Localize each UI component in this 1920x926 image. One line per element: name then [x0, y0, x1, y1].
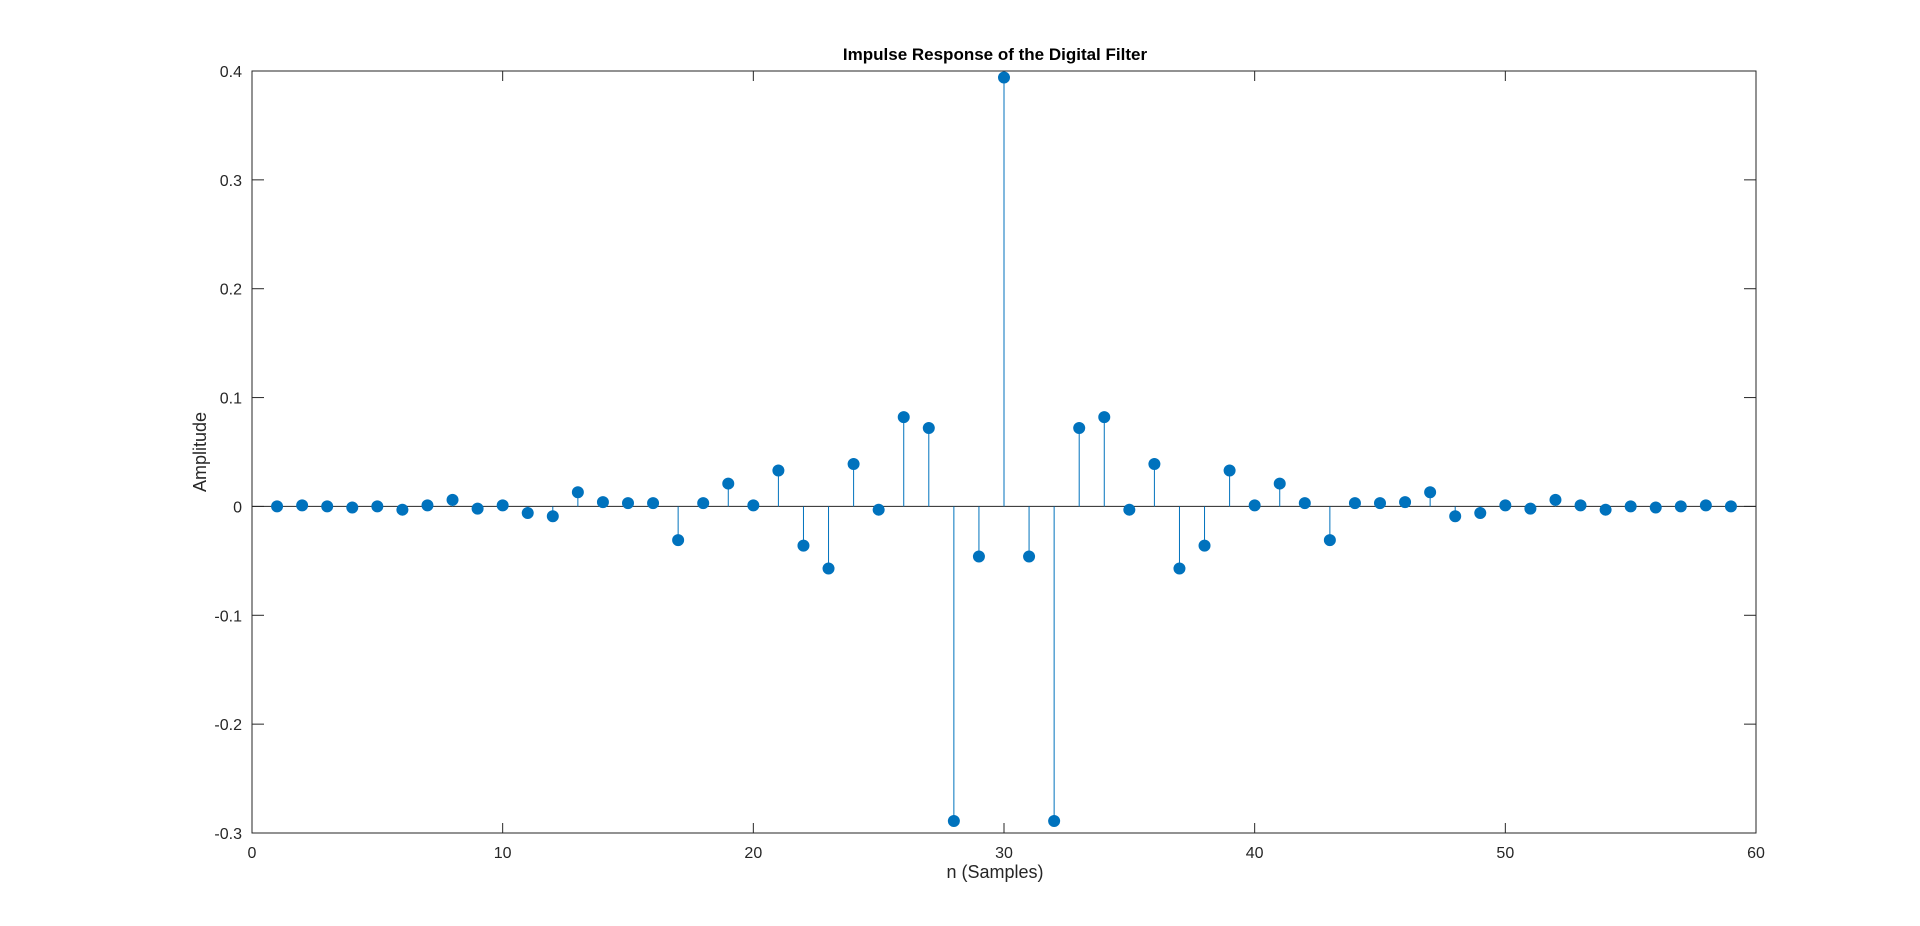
- y-tick-label: 0.4: [220, 64, 242, 81]
- x-tick-label: 30: [995, 845, 1013, 862]
- stem-marker: [271, 500, 284, 513]
- stem-marker: [697, 497, 710, 510]
- y-tick-label: 0.3: [220, 173, 242, 190]
- stem-marker: [847, 457, 860, 470]
- stem-marker: [1098, 411, 1111, 424]
- stem-marker: [772, 464, 785, 477]
- stem-marker: [998, 71, 1010, 84]
- stem-marker: [1073, 422, 1086, 435]
- stem-marker: [1549, 493, 1562, 506]
- y-tick-label: 0.2: [220, 282, 242, 299]
- stem-marker: [1223, 464, 1236, 477]
- stem-marker: [1123, 503, 1136, 516]
- stem-marker: [1699, 499, 1712, 512]
- stem-marker: [972, 550, 985, 563]
- stem-marker: [1148, 457, 1161, 470]
- stem-marker: [521, 506, 534, 519]
- stem-marker: [1449, 510, 1462, 523]
- stem-marker: [1649, 501, 1662, 514]
- stem-marker: [1574, 499, 1587, 512]
- stem-series: [271, 71, 1737, 828]
- y-tick-label: -0.3: [214, 826, 242, 843]
- stem-marker: [1273, 477, 1286, 490]
- stem-marker: [897, 411, 910, 424]
- stem-marker: [947, 815, 960, 828]
- stem-marker: [296, 499, 309, 512]
- stem-marker: [672, 534, 685, 547]
- stem-marker: [622, 497, 634, 510]
- stem-marker: [446, 493, 459, 506]
- stem-marker: [922, 422, 935, 435]
- y-tick-label: 0: [233, 499, 242, 516]
- stem-marker: [1499, 499, 1512, 512]
- stem-marker: [471, 502, 484, 515]
- stem-marker: [421, 499, 434, 512]
- stem-marker: [722, 477, 735, 490]
- stem-marker: [1624, 500, 1637, 513]
- stem-marker: [872, 503, 885, 516]
- stem-marker: [1173, 562, 1186, 575]
- x-tick-label: 60: [1747, 845, 1765, 862]
- stem-marker: [1023, 550, 1036, 563]
- x-tick-label: 50: [1496, 845, 1514, 862]
- x-tick-label: 0: [248, 845, 257, 862]
- stem-marker: [546, 510, 559, 523]
- chart-title: Impulse Response of the Digital Filter: [843, 45, 1148, 64]
- stem-marker: [747, 499, 760, 512]
- stem-marker: [571, 486, 584, 499]
- stem-marker: [1399, 496, 1412, 509]
- stem-marker: [371, 500, 384, 513]
- x-tick-label: 40: [1246, 845, 1264, 862]
- stem-marker: [1599, 503, 1612, 516]
- stem-marker: [1198, 539, 1211, 552]
- stem-marker: [346, 501, 359, 514]
- stem-marker: [1524, 502, 1537, 515]
- y-tick-label: -0.2: [214, 717, 242, 734]
- stem-marker: [1248, 499, 1261, 512]
- x-tick-label: 10: [494, 845, 512, 862]
- y-tick-label: 0.1: [220, 391, 242, 408]
- stem-marker: [596, 496, 609, 509]
- stem-marker: [1298, 497, 1311, 510]
- stem-marker: [1724, 500, 1737, 513]
- stem-marker: [321, 500, 334, 513]
- stem-marker: [822, 562, 835, 575]
- stem-marker: [647, 497, 660, 510]
- stem-marker: [496, 499, 509, 512]
- y-axis-ticks: -0.3 -0.2 -0.1 0 0.1 0.2 0.3 0.4: [214, 64, 1756, 843]
- x-axis-ticks: 0 10 20 30 40 50 60: [248, 71, 1765, 862]
- y-tick-label: -0.1: [214, 608, 242, 625]
- stem-marker: [1048, 815, 1061, 828]
- stem-marker: [1674, 500, 1687, 513]
- stem-marker: [1323, 534, 1336, 547]
- x-axis-label: n (Samples): [946, 862, 1043, 882]
- stem-marker: [396, 503, 409, 516]
- stem-marker: [797, 539, 810, 552]
- y-axis-label: Amplitude: [190, 412, 210, 492]
- x-tick-label: 20: [744, 845, 762, 862]
- stem-marker: [1374, 497, 1386, 510]
- stem-marker: [1474, 506, 1487, 519]
- stem-marker: [1424, 486, 1437, 499]
- stem-marker: [1348, 497, 1361, 510]
